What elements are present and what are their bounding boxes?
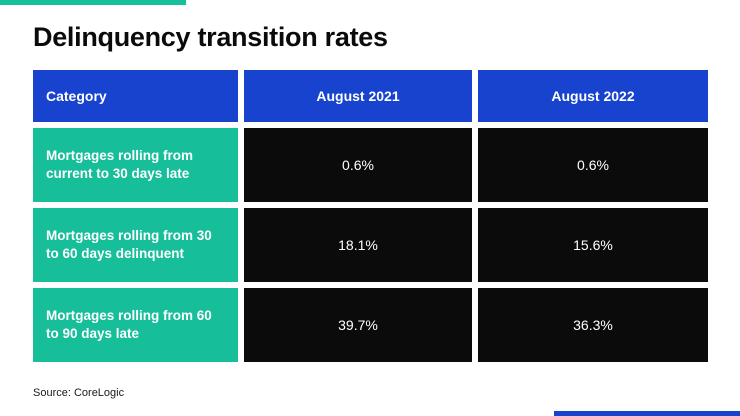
value-cell: 39.7% xyxy=(244,288,472,362)
header-cell-aug-2022: August 2022 xyxy=(478,70,708,122)
value-label: 15.6% xyxy=(573,237,613,253)
value-label: 0.6% xyxy=(342,157,374,173)
category-label: Mortgages rolling from 60 to 90 days lat… xyxy=(46,307,212,341)
value-cell: 15.6% xyxy=(478,208,708,282)
category-cell: Mortgages rolling from 30 to 60 days del… xyxy=(33,208,238,282)
bottom-accent-bar xyxy=(554,411,740,416)
source-text: Source: CoreLogic xyxy=(33,387,125,399)
category-label: Mortgages rolling from 30 to 60 days del… xyxy=(46,227,212,261)
header-cell-aug-2021: August 2021 xyxy=(244,70,472,122)
top-accent-bar xyxy=(0,0,186,5)
value-label: 18.1% xyxy=(338,237,378,253)
category-cell: Mortgages rolling from current to 30 day… xyxy=(33,128,238,202)
category-cell: Mortgages rolling from 60 to 90 days lat… xyxy=(33,288,238,362)
header-cell-category: Category xyxy=(33,70,238,122)
category-label: Mortgages rolling from current to 30 day… xyxy=(46,147,194,181)
value-cell: 36.3% xyxy=(478,288,708,362)
value-cell: 0.6% xyxy=(478,128,708,202)
value-label: 39.7% xyxy=(338,317,378,333)
header-label: Category xyxy=(46,88,107,104)
value-label: 0.6% xyxy=(577,157,609,173)
page-title: Delinquency transition rates xyxy=(33,22,388,52)
header-label: August 2021 xyxy=(316,88,400,104)
value-cell: 18.1% xyxy=(244,208,472,282)
header-label: August 2022 xyxy=(551,88,635,104)
value-cell: 0.6% xyxy=(244,128,472,202)
data-table: Category August 2021 August 2022 Mortgag… xyxy=(33,70,708,362)
value-label: 36.3% xyxy=(573,317,613,333)
